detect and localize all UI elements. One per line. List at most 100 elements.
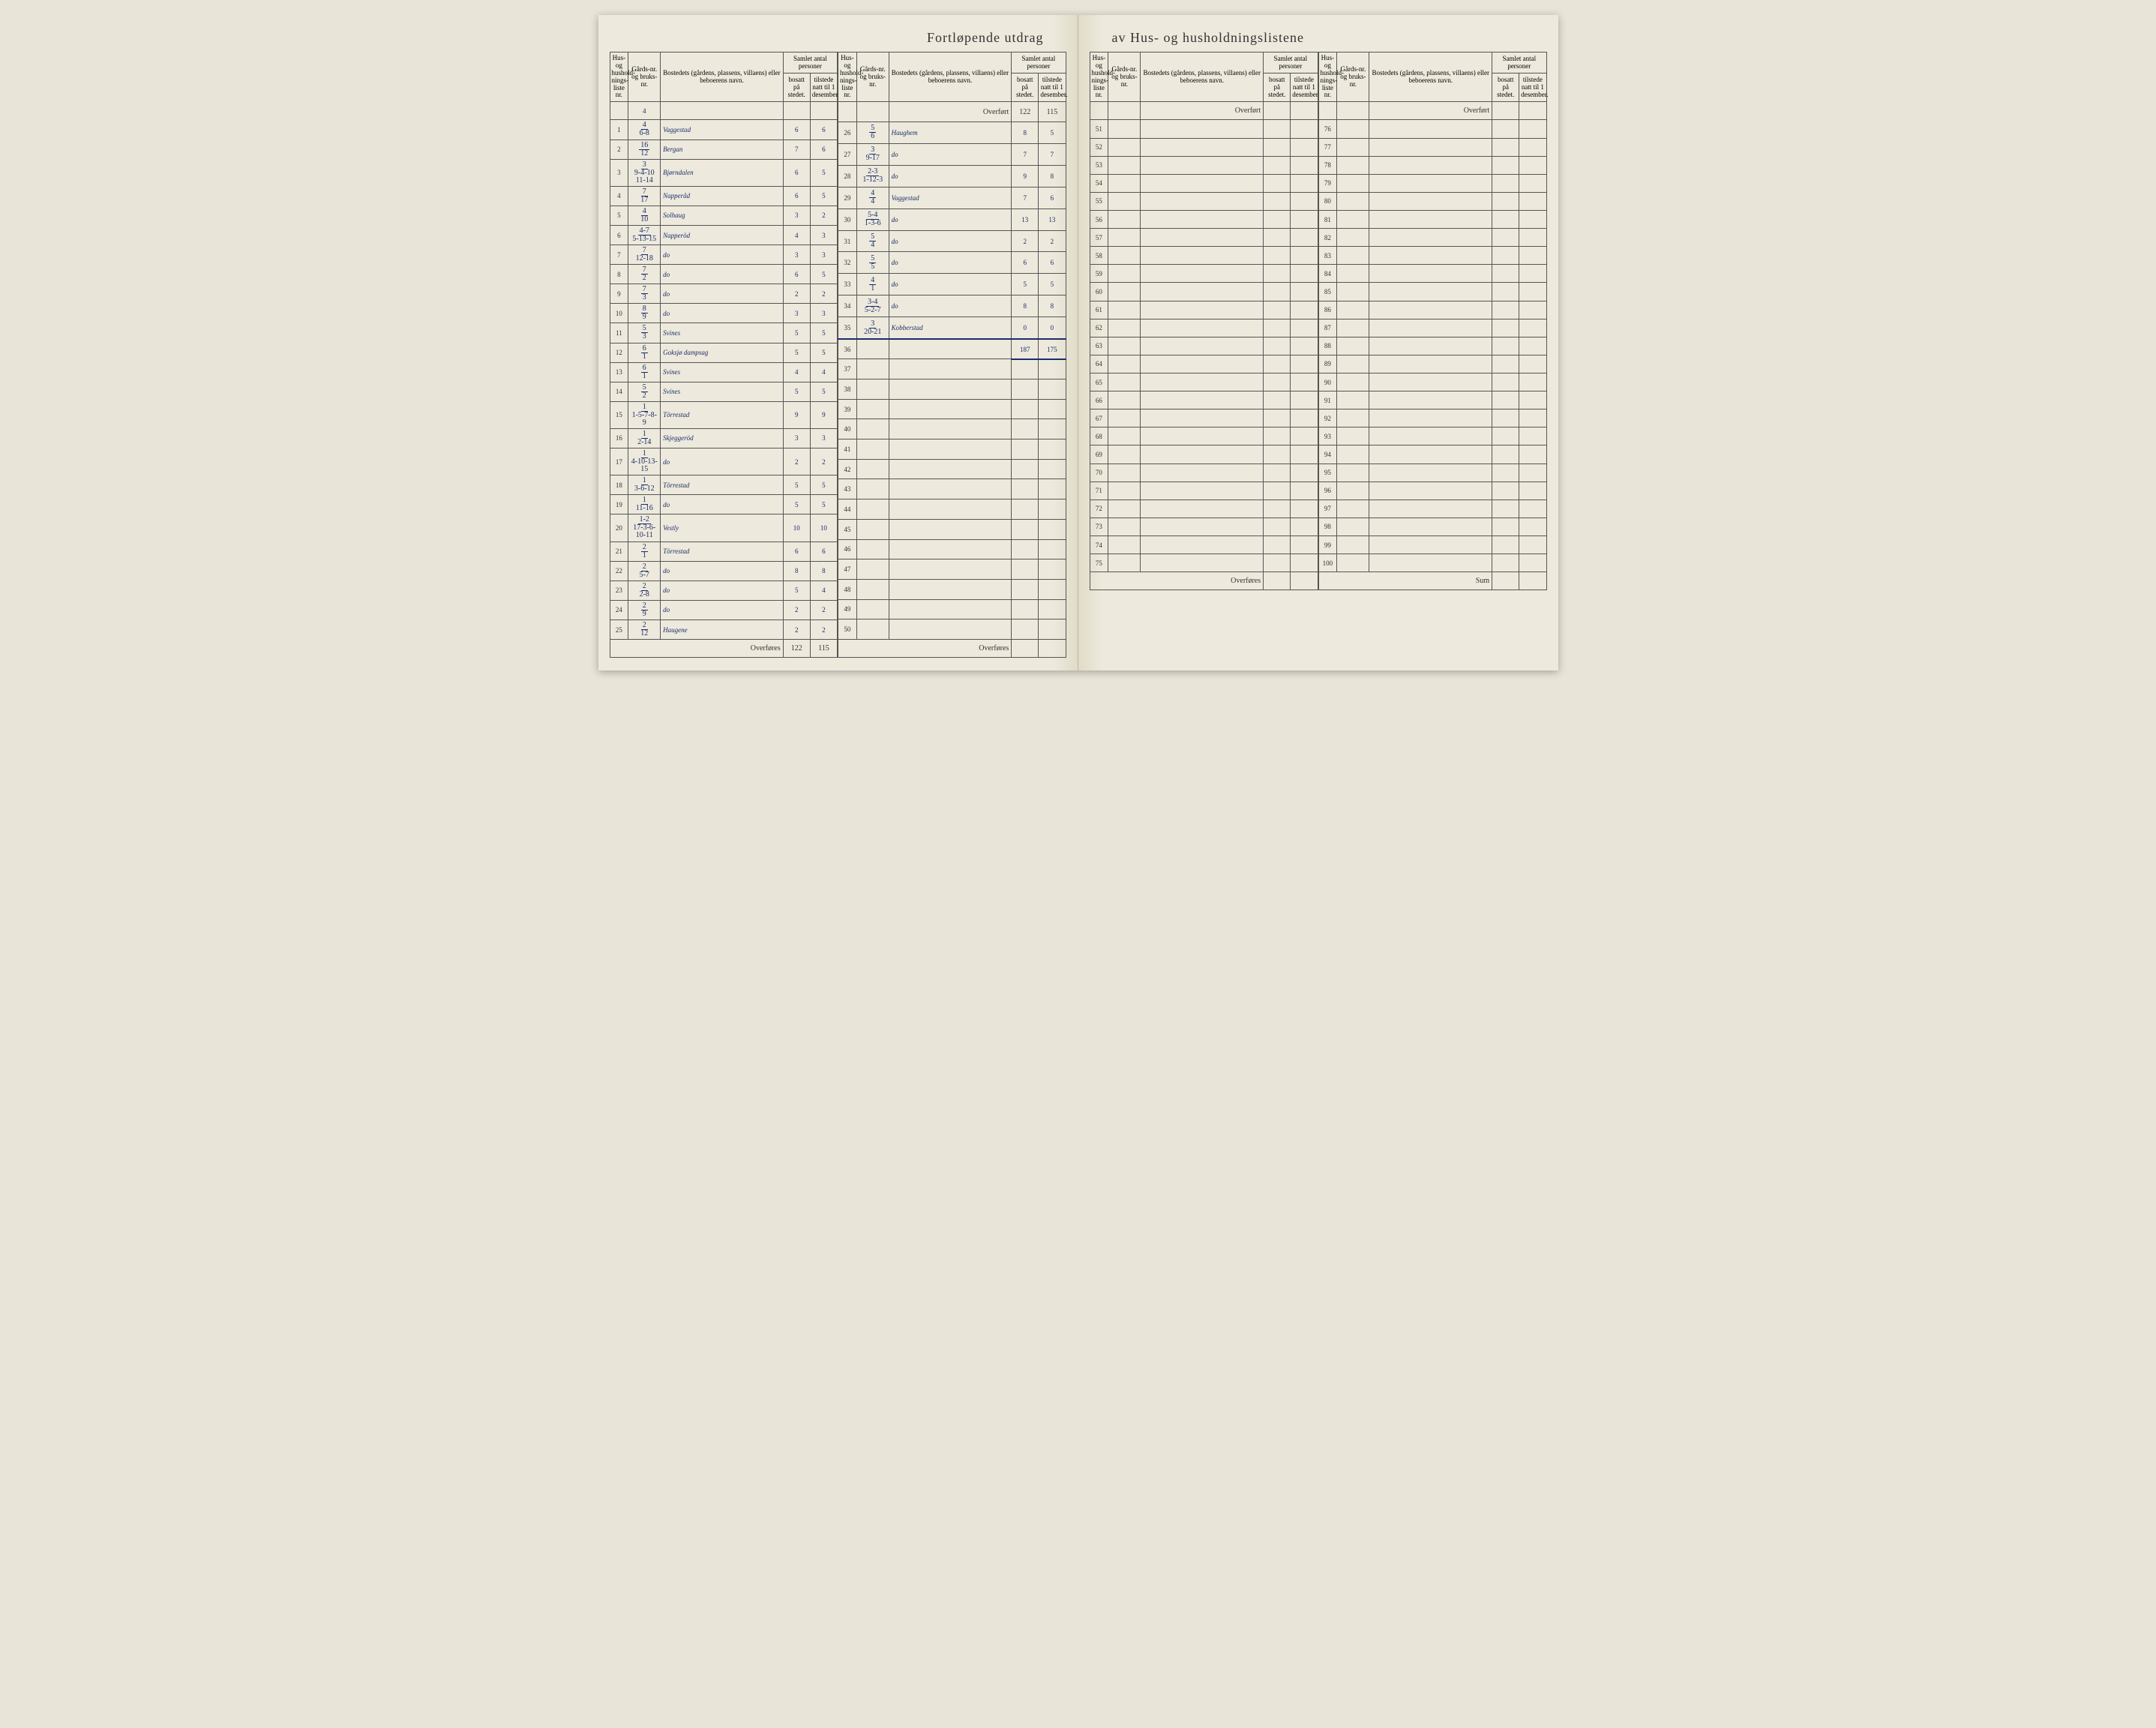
row-num: 51 [1090, 120, 1108, 138]
table-row: 73 [1090, 518, 1318, 536]
row-num: 17 [610, 448, 628, 476]
gard-fraction: 21 [631, 544, 658, 560]
table-row: 78 [1318, 156, 1546, 174]
table-row: 65 [1090, 373, 1318, 391]
gard-cell: 52 [628, 382, 661, 401]
tilstede-val: 2 [810, 206, 837, 225]
right-page: av Hus- og husholdningslistene Hus- og h… [1078, 15, 1558, 670]
bosatt-val: 6 [783, 542, 810, 561]
bosatt-val: 8 [783, 561, 810, 580]
gard-fraction: 1-217-3-6-10-11 [631, 516, 658, 539]
table-row: 8 72 do 6 5 [610, 265, 838, 284]
gard-cell: 39-4-10 11-14 [628, 159, 661, 186]
row-num: 94 [1318, 446, 1337, 464]
gard-cell: 12-14 [628, 428, 661, 448]
tilstede-val: 6 [1039, 187, 1066, 208]
table-row: 43 [838, 479, 1066, 500]
row-num: 44 [838, 500, 857, 520]
bosted-name: do [889, 252, 1012, 274]
bosted-name: Skjeggeröd [661, 428, 784, 448]
table-row: 82 [1318, 229, 1546, 247]
table-row: 23 22-8 do 5 4 [610, 580, 838, 600]
table-row: 34 3-45-2-7 do 8 8 [838, 296, 1066, 317]
h-bosatt2: bosatt på stedet. [1012, 74, 1039, 102]
gard-cell: 56 [856, 122, 889, 144]
bosted-name: Solhaug [661, 206, 784, 225]
row-num: 53 [1090, 156, 1108, 174]
s2-sum-b: 187 [1012, 339, 1039, 359]
row-num: 86 [1318, 301, 1337, 319]
row-num: 95 [1318, 464, 1337, 482]
gard-cell: 13-6-12 [628, 476, 661, 495]
h-gard3: Gårds-nr. og bruks-nr. [1108, 52, 1141, 102]
gard-fraction: 320-21 [859, 320, 886, 336]
bosted-name: Napperåd [661, 186, 784, 206]
h-tilstede: tilstede natt til 1 desember. [810, 74, 837, 102]
tilstede-val: 4 [810, 580, 837, 600]
table-row: 24 29 do 2 2 [610, 600, 838, 620]
table-row: 97 [1318, 500, 1546, 518]
gard-cell: 111-16 [628, 495, 661, 514]
gard-fraction: 61 [631, 364, 658, 380]
bosted-name: Törrestad [661, 401, 784, 428]
table-row: 29 44 Vaggestad 7 6 [838, 187, 1066, 208]
gard-cell: 4-75-13-15 [628, 225, 661, 244]
table-row: 95 [1318, 464, 1546, 482]
tilstede-val: 13 [1039, 208, 1066, 230]
table-row: 72 [1090, 500, 1318, 518]
table-row: 28 2-31-12-3 do 9 8 [838, 165, 1066, 187]
row-num: 31 [838, 230, 857, 252]
h-bosted: Bostedets (gårdens, plassens, villaens) … [661, 52, 784, 102]
gard-fraction: 72 [631, 266, 658, 282]
table-row: 22 25-7 do 8 8 [610, 561, 838, 580]
table-row: 50 [838, 620, 1066, 640]
h-samlet2: Samlet antal personer [1012, 52, 1066, 74]
table-row: 58 [1090, 247, 1318, 265]
row-num: 38 [838, 380, 857, 400]
table-row: 86 [1318, 301, 1546, 319]
row-num: 25 [610, 620, 628, 639]
bosted-name: Vaggestad [889, 187, 1012, 208]
table-row: 45 [838, 519, 1066, 539]
gard-fraction: 25-7 [631, 563, 658, 579]
bosatt-val: 5 [1012, 274, 1039, 296]
table-row: 41 [838, 440, 1066, 460]
bosted-name: Goksjø dampsag [661, 343, 784, 362]
bosted-name: Vaggestad [661, 120, 784, 140]
table-row: 49 [838, 599, 1066, 620]
gard-fraction: 52 [631, 384, 658, 400]
table-row: 27 39-17 do 7 7 [838, 143, 1066, 165]
sum-row: 36 187 175 [838, 339, 1066, 359]
bosted-name: do [661, 265, 784, 284]
tilstede-val: 5 [1039, 274, 1066, 296]
h-bosatt: bosatt på stedet. [783, 74, 810, 102]
row-num: 100 [1318, 554, 1337, 572]
row-num: 75 [1090, 554, 1108, 572]
tilstede-val: 3 [810, 245, 837, 265]
row-num: 26 [838, 122, 857, 144]
table-row: 21 21 Törrestad 6 6 [610, 542, 838, 561]
table-row: 100 [1318, 554, 1546, 572]
table-row: 76 [1318, 120, 1546, 138]
table-row: 54 [1090, 174, 1318, 192]
table-row: 83 [1318, 247, 1546, 265]
bosatt-val: 10 [783, 514, 810, 542]
gard-fraction: 56 [859, 124, 886, 140]
row-num: 7 [610, 245, 628, 265]
ledger-section-3: Hus- og hushold-nings-liste nr. Gårds-nr… [1090, 52, 1318, 590]
tilstede-val: 5 [810, 476, 837, 495]
row-num: 29 [838, 187, 857, 208]
row-num: 58 [1090, 247, 1108, 265]
row-num: 74 [1090, 536, 1108, 554]
h-bosatt4: bosatt på stedet. [1492, 74, 1519, 102]
h-tilstede2: tilstede natt til 1 desember. [1039, 74, 1066, 102]
tilstede-val: 8 [1039, 165, 1066, 187]
row-num: 92 [1318, 410, 1337, 428]
gard-fraction: 61 [631, 345, 658, 361]
h-liste4: Hus- og hushold-nings-liste nr. [1318, 52, 1337, 102]
row-num: 39 [838, 399, 857, 419]
gard-cell: 25-7 [628, 561, 661, 580]
row-num: 1 [610, 120, 628, 140]
h-bosted3: Bostedets (gårdens, plassens, villaens) … [1141, 52, 1264, 102]
s2-overfort-t: 115 [1039, 102, 1066, 122]
